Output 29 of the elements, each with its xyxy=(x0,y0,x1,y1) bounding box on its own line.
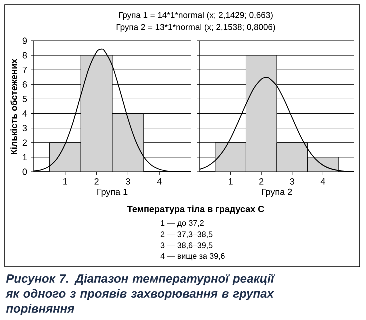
text: Температура тіла в градусах С xyxy=(127,206,264,214)
text: 4 — вище за 39,6 xyxy=(160,253,225,261)
chart-title: Група 1 = 14*1*normal (x; 2,1429; 0,663) xyxy=(119,12,273,20)
x-axis-title: Група 2 xyxy=(262,188,292,198)
chart-title: Група 2 = 13*1*normal (x; 2,1538; 0,8006) xyxy=(116,24,276,32)
x-tick-label: 2 xyxy=(260,178,264,185)
x-tick-label: 4 xyxy=(157,178,162,185)
y-axis-title: Кількість обстежених xyxy=(10,58,18,154)
y-tick-label: 5 xyxy=(22,96,28,102)
y-tick-label: 8 xyxy=(22,52,28,59)
x-tick-label: 4 xyxy=(320,178,326,185)
x-tick-label: 1 xyxy=(228,178,233,185)
y-tick-label: 6 xyxy=(22,81,28,88)
y-tick-label: 3 xyxy=(22,125,28,132)
y-tick-label: 7 xyxy=(22,67,28,74)
y-tick-label: 9 xyxy=(22,38,28,44)
y-tick-label: 0 xyxy=(22,168,28,176)
x-axis-title: Група 1 xyxy=(98,188,128,198)
text: Рисунок 7. Діапазон температурної реакції як одного з проявів захворювання в групах порівняння xyxy=(6,274,276,316)
text: 1 — до 37,2 xyxy=(161,220,204,228)
x-tick-label: 3 xyxy=(126,178,130,185)
text: 2 — 37,3–38,5 xyxy=(160,232,213,238)
y-tick-label: 4 xyxy=(22,110,28,117)
y-tick-label: 1 xyxy=(23,154,28,161)
text: 3 — 38,6–39,5 xyxy=(160,242,213,250)
y-tick-label: 2 xyxy=(22,140,28,146)
x-tick-label: 2 xyxy=(94,178,99,185)
x-tick-label: 1 xyxy=(64,178,68,185)
x-tick-label: 3 xyxy=(290,178,295,185)
